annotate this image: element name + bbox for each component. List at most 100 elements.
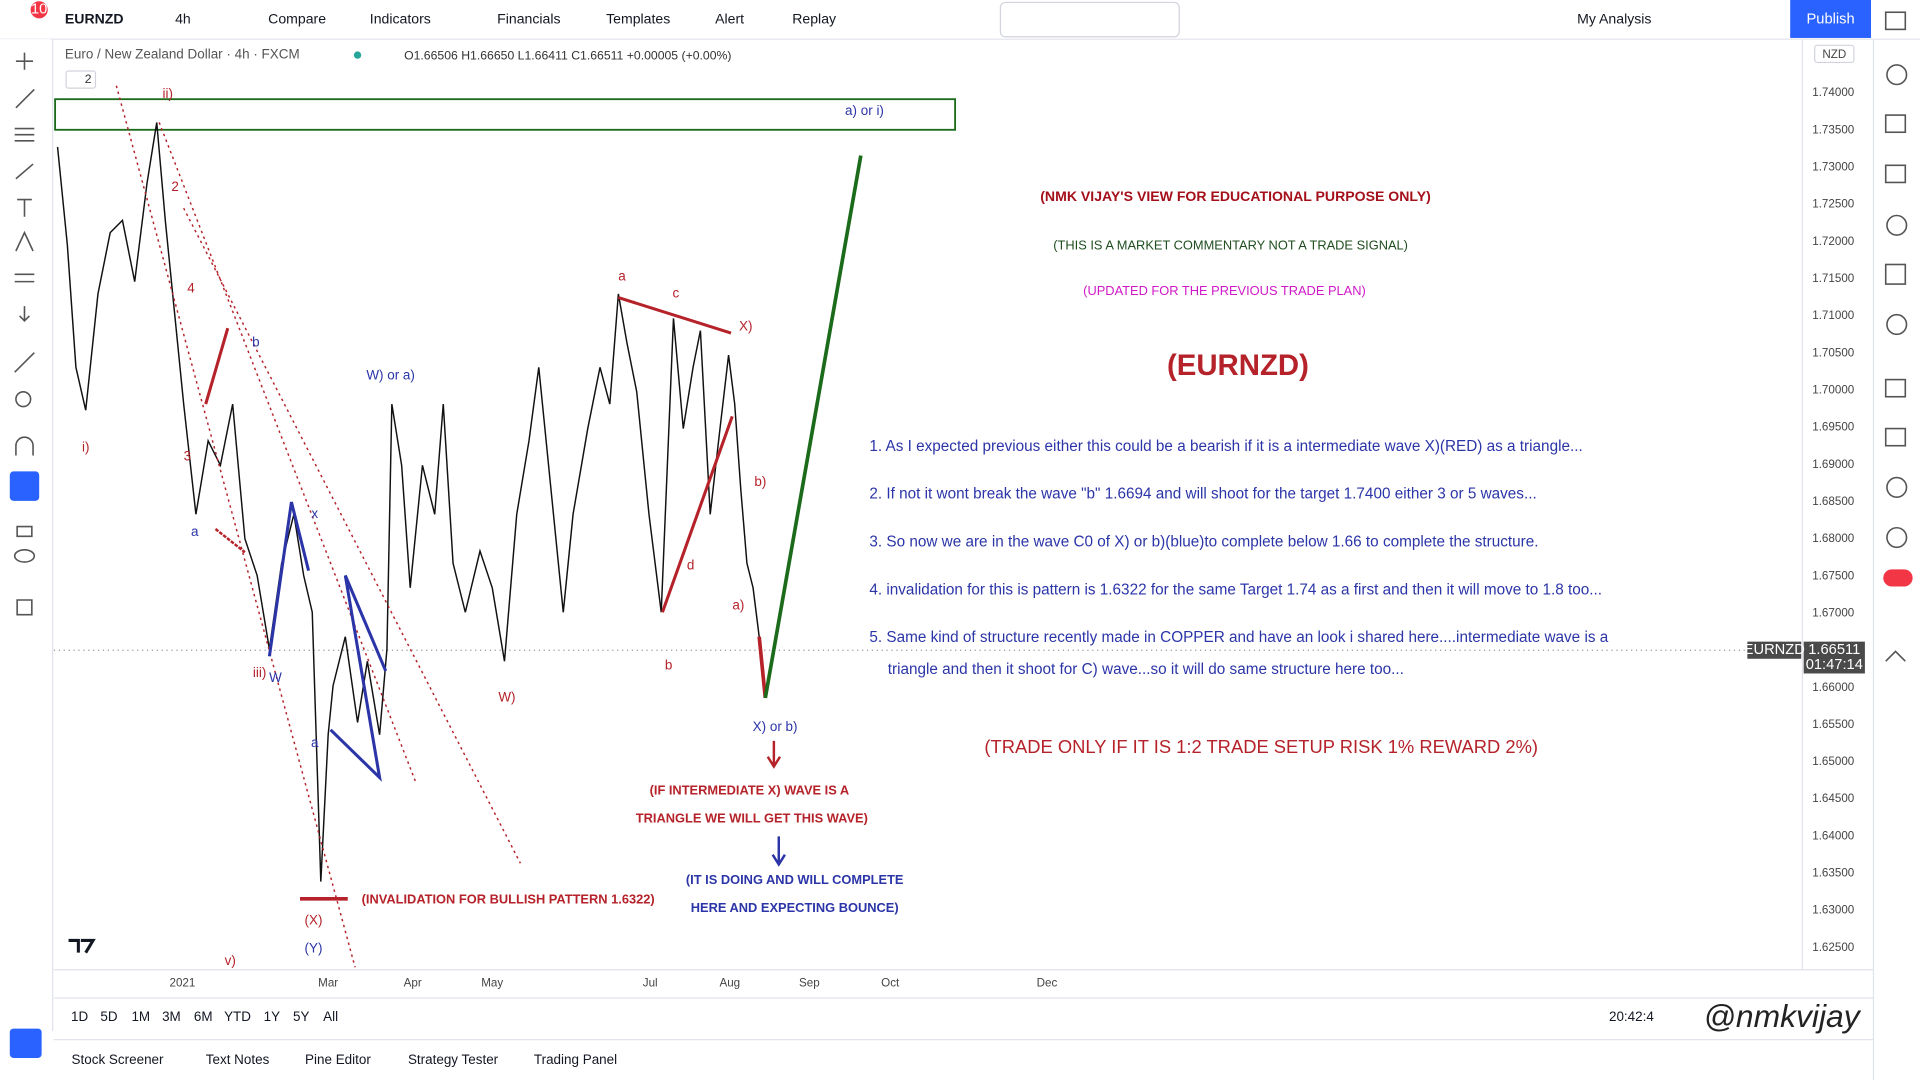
- currency-button[interactable]: [1814, 44, 1855, 64]
- wave-label: x: [311, 506, 318, 521]
- price-tick-label: 1.63500: [1812, 867, 1855, 880]
- wave-label: (Y): [305, 941, 323, 956]
- signal-note: (THIS IS A MARKET COMMENTARY NOT A TRADE…: [1053, 238, 1408, 253]
- price-tick-label: 1.71500: [1812, 272, 1855, 285]
- wave-label: i): [82, 440, 89, 455]
- publish-button[interactable]: Publish: [1807, 11, 1855, 27]
- wave-label: d: [687, 557, 694, 572]
- commentary-point: 3. So now we are in the wave C0 of X) or…: [869, 533, 1538, 550]
- wave-label: c: [673, 285, 680, 300]
- time-tick-label: 2021: [170, 976, 196, 989]
- chart-note: (INVALIDATION FOR BULLISH PATTERN 1.6322…: [362, 891, 655, 906]
- disclaimer: (NMK VIJAY'S VIEW FOR EDUCATIONAL PURPOS…: [1040, 188, 1431, 204]
- last-price: 1.66511: [1808, 642, 1860, 658]
- range-button[interactable]: 1Y: [264, 1009, 280, 1024]
- toolbar-alert[interactable]: Alert: [715, 10, 744, 26]
- commentary-symbol: (EURNZD): [1167, 349, 1309, 382]
- price-path: [56, 122, 767, 882]
- wave-label: X) or b): [753, 719, 798, 734]
- time-tick-label: Aug: [719, 976, 740, 989]
- collapse-count[interactable]: 2: [85, 72, 92, 86]
- time-tick-label: Apr: [404, 976, 422, 989]
- toolbar-interval[interactable]: 4h: [175, 10, 191, 26]
- range-button[interactable]: All: [323, 1009, 338, 1024]
- bottom-tab[interactable]: Trading Panel: [534, 1052, 617, 1067]
- bottom-tab[interactable]: Pine Editor: [305, 1052, 371, 1067]
- publish-button-bg[interactable]: [1790, 0, 1872, 38]
- price-tick-label: 1.68000: [1812, 532, 1855, 545]
- price-tick-label: 1.69000: [1812, 458, 1855, 471]
- range-button[interactable]: 1M: [131, 1009, 150, 1024]
- price-tick-label: 1.65000: [1812, 755, 1855, 768]
- range-button[interactable]: 1D: [71, 1009, 88, 1024]
- top-toolbar: [0, 0, 1920, 40]
- wave-label: X): [739, 319, 752, 334]
- wave-label: W: [269, 670, 282, 685]
- price-tick-label: 1.69500: [1812, 421, 1855, 434]
- toolbar-replay[interactable]: Replay: [792, 10, 837, 26]
- target-zone: [54, 98, 957, 131]
- wave-label: b: [252, 334, 259, 349]
- toolbar-indicators[interactable]: Indicators: [370, 10, 431, 26]
- wave-label: b): [754, 474, 766, 489]
- range-button[interactable]: 6M: [194, 1009, 213, 1024]
- price-tick-label: 1.67500: [1812, 569, 1855, 582]
- price-tick-label: 1.73000: [1812, 160, 1855, 173]
- commentary-point: 4. invalidation for this is pattern is 1…: [869, 581, 1602, 598]
- wave-label: W): [498, 690, 515, 705]
- ohlc-values: O1.66506 H1.66650 L1.66411 C1.66511 +0.0…: [404, 49, 731, 63]
- time-tick-label: Mar: [318, 976, 338, 989]
- symbol-description: Euro / New Zealand Dollar · 4h · FXCM: [65, 47, 300, 62]
- symbol-tag: EURNZD: [1744, 642, 1805, 658]
- toolbar-layout[interactable]: My Analysis: [1577, 10, 1651, 26]
- commentary-point: triangle and then it shoot for C) wave..…: [888, 661, 1404, 678]
- toolbar-symbol[interactable]: EURNZD: [65, 10, 124, 26]
- chart-note: (IF INTERMEDIATE X) WAVE IS A: [650, 782, 850, 797]
- commentary-point: 2. If not it wont break the wave "b" 1.6…: [869, 486, 1536, 503]
- wave-label: 2: [171, 179, 178, 194]
- chart-note: (IT IS DOING AND WILL COMPLETE: [686, 872, 904, 887]
- range-button[interactable]: 3M: [162, 1009, 181, 1024]
- wave-label: 4: [187, 281, 195, 296]
- range-button[interactable]: 5D: [100, 1009, 117, 1024]
- toolbar-templates[interactable]: Templates: [606, 10, 670, 26]
- wave-label: a: [618, 268, 626, 283]
- right-sidebar-icons[interactable]: [1884, 11, 1908, 662]
- price-tick-label: 1.66500: [1812, 644, 1855, 657]
- active-tool[interactable]: [9, 471, 40, 501]
- wave-label: 3: [184, 448, 191, 463]
- range-button[interactable]: YTD: [224, 1009, 251, 1024]
- tv-logo: [68, 938, 96, 954]
- time-tick-label: Dec: [1037, 976, 1058, 989]
- price-tick-label: 1.62500: [1812, 941, 1855, 954]
- time-tick-label: Jul: [643, 976, 658, 989]
- left-tool-icons[interactable]: [13, 52, 36, 616]
- clock: 20:42:4: [1609, 1009, 1654, 1024]
- price-tick-label: 1.73500: [1812, 123, 1855, 136]
- wave-label: a): [732, 598, 744, 613]
- alerts-badge: [1883, 569, 1913, 587]
- price-tick-label: 1.64500: [1812, 792, 1855, 805]
- bottom-tab[interactable]: Text Notes: [206, 1052, 270, 1067]
- commentary-point: 1. As I expected previous either this co…: [869, 438, 1582, 455]
- toolbar-compare[interactable]: Compare: [268, 10, 326, 26]
- trade-rule: (TRADE ONLY IF IT IS 1:2 TRADE SETUP RIS…: [984, 736, 1538, 757]
- wave-label: a: [311, 735, 319, 750]
- time-tick-label: Oct: [881, 976, 900, 989]
- collapse-button[interactable]: [65, 70, 97, 89]
- currency-label[interactable]: NZD: [1822, 48, 1846, 61]
- range-button[interactable]: 5Y: [293, 1009, 309, 1024]
- drawing-toolbar: [999, 1, 1180, 38]
- bottom-tab[interactable]: Stock Screener: [72, 1052, 164, 1067]
- toolbar-financials[interactable]: Financials: [497, 10, 560, 26]
- price-tick-label: 1.74000: [1812, 86, 1855, 99]
- author-watermark: @nmkvijay: [1704, 998, 1862, 1034]
- bottom-tab[interactable]: Strategy Tester: [408, 1052, 499, 1067]
- price-tick-label: 1.70500: [1812, 346, 1855, 359]
- price-tick-label: 1.63000: [1812, 904, 1855, 917]
- price-tick-label: 1.70000: [1812, 383, 1855, 396]
- hotlist-button[interactable]: [9, 1028, 42, 1058]
- price-tick-label: 1.65500: [1812, 718, 1855, 731]
- wave-label: a: [191, 524, 199, 539]
